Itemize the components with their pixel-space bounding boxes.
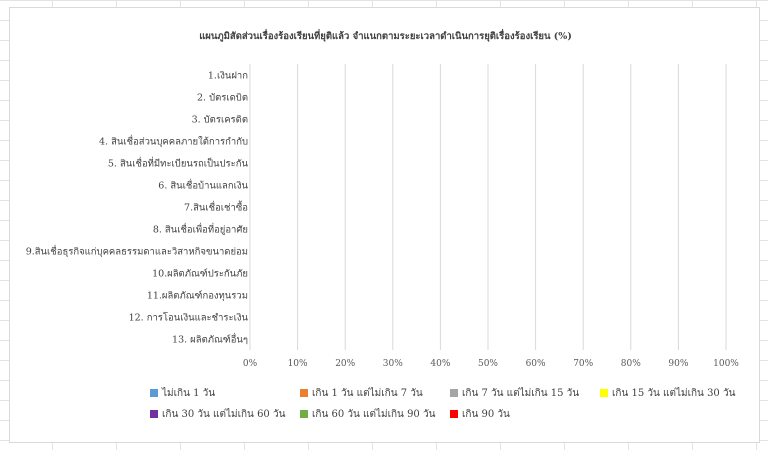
legend-item: เกิน 1 วัน แต่ไม่เกิน 7 วัน (300, 386, 423, 401)
x-tick-label: 10% (288, 359, 308, 369)
category-label: 10.ผลิตภัณฑ์ประกันภัย (152, 268, 248, 280)
legend-label: เกิน 1 วัน แต่ไม่เกิน 7 วัน (312, 388, 423, 399)
legend-item: เกิน 15 วัน แต่ไม่เกิน 30 วัน (600, 386, 735, 401)
category-label: 5. สินเชื่อที่มีทะเบียนรถเป็นประกัน (108, 157, 249, 170)
x-tick-label: 100% (713, 359, 739, 369)
legend-swatch (150, 389, 158, 397)
legend-label: เกิน 15 วัน แต่ไม่เกิน 30 วัน (612, 388, 736, 399)
legend-swatch (300, 410, 308, 418)
x-tick-label: 80% (621, 359, 641, 369)
legend-item: ไม่เกิน 1 วัน (150, 386, 215, 401)
legend-item: เกิน 90 วัน (450, 407, 510, 422)
x-tick-label: 90% (668, 359, 688, 369)
category-label: 1.เงินฝาก (208, 71, 248, 82)
x-tick-label: 20% (335, 359, 355, 369)
category-label: 6. สินเชื่อบ้านแลกเงิน (158, 179, 248, 192)
legend-swatch (300, 389, 308, 397)
chart-area[interactable]: แผนภูมิสัดส่วนเรื่องร้องเรียนที่ยุติแล้ว… (9, 7, 760, 443)
x-tick-label: 60% (526, 359, 546, 369)
x-tick-label: 0% (243, 359, 258, 369)
category-label: 7.สินเชื่อเช่าซื้อ (184, 201, 248, 214)
legend-item: เกิน 30 วัน แต่ไม่เกิน 60 วัน (150, 407, 285, 422)
category-label: 8. สินเชื่อเพื่อที่อยู่อาศัย (153, 223, 248, 236)
legend-swatch (450, 410, 458, 418)
category-label: 11.ผลิตภัณฑ์กองทุนรวม (147, 290, 248, 302)
legend-item: เกิน 7 วัน แต่ไม่เกิน 15 วัน (450, 386, 579, 401)
legend-label: เกิน 30 วัน แต่ไม่เกิน 60 วัน (162, 409, 286, 420)
legend-swatch (450, 389, 458, 397)
legend-swatch (600, 389, 608, 397)
category-label: 13. ผลิตภัณฑ์อื่นๆ (172, 333, 248, 346)
category-label: 9.สินเชื่อธุรกิจแก่บุคคลธรรมดาและวิสาหกิ… (26, 245, 248, 258)
category-label: 4. สินเชื่อส่วนบุคคลภายใต้การกำกับ (99, 135, 248, 148)
legend-swatch (150, 410, 158, 418)
x-tick-label: 70% (573, 359, 593, 369)
chart-title: แผนภูมิสัดส่วนเรื่องร้องเรียนที่ยุติแล้ว… (199, 31, 572, 42)
x-tick-label: 30% (383, 359, 403, 369)
legend-item: เกิน 60 วัน แต่ไม่เกิน 90 วัน (300, 407, 435, 422)
category-label: 3. บัตรเครดิต (192, 115, 248, 126)
x-tick-label: 40% (430, 359, 450, 369)
category-label: 2. บัตรเดบิต (197, 93, 248, 104)
legend-label: ไม่เกิน 1 วัน (162, 388, 216, 399)
legend-label: เกิน 7 วัน แต่ไม่เกิน 15 วัน (462, 388, 580, 399)
x-tick-label: 50% (478, 359, 498, 369)
legend-label: เกิน 60 วัน แต่ไม่เกิน 90 วัน (312, 409, 436, 420)
category-label: 12. การโอนเงินและชำระเงิน (129, 312, 249, 324)
legend-label: เกิน 90 วัน (462, 409, 510, 420)
